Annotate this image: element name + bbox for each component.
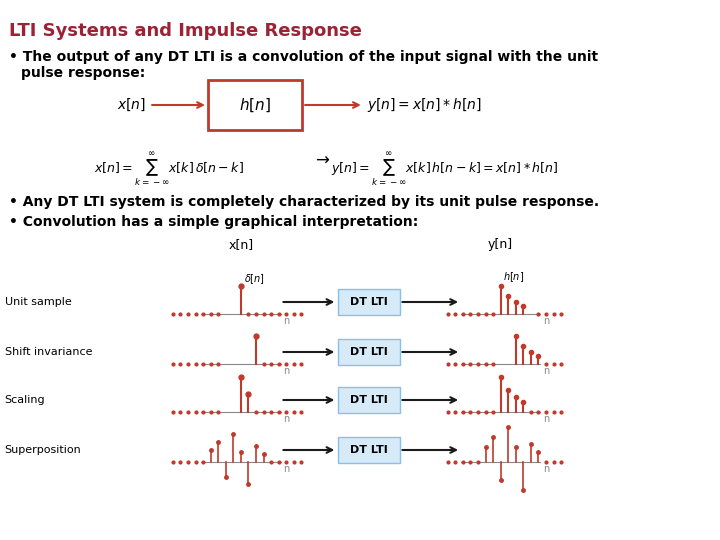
- Text: Scaling: Scaling: [5, 395, 45, 405]
- Text: n: n: [543, 366, 549, 376]
- Text: $\rightarrow$: $\rightarrow$: [312, 150, 330, 168]
- Text: $\delta[n]$: $\delta[n]$: [243, 272, 265, 286]
- Text: • The output of any DT LTI is a convolution of the input signal with the unit: • The output of any DT LTI is a convolut…: [9, 50, 598, 64]
- FancyBboxPatch shape: [338, 289, 400, 315]
- Text: n: n: [284, 316, 289, 326]
- Text: $y[n]=\sum_{k=-\infty}^{\infty} x[k]\,h[n-k]=x[n]*h[n]$: $y[n]=\sum_{k=-\infty}^{\infty} x[k]\,h[…: [330, 150, 558, 188]
- FancyBboxPatch shape: [338, 387, 400, 413]
- Text: n: n: [543, 316, 549, 326]
- Text: • Any DT LTI system is completely characterized by its unit pulse response.: • Any DT LTI system is completely charac…: [9, 195, 600, 209]
- Text: DT LTI: DT LTI: [349, 395, 387, 405]
- Text: Shift invariance: Shift invariance: [5, 347, 92, 357]
- Text: DT LTI: DT LTI: [349, 445, 387, 455]
- FancyBboxPatch shape: [208, 80, 302, 130]
- FancyBboxPatch shape: [338, 339, 400, 365]
- FancyBboxPatch shape: [338, 437, 400, 463]
- Text: DT LTI: DT LTI: [349, 347, 387, 357]
- Text: $x[n]=\sum_{k=-\infty}^{\infty} x[k]\,\delta[n-k]$: $x[n]=\sum_{k=-\infty}^{\infty} x[k]\,\d…: [94, 150, 244, 188]
- Text: y[n]: y[n]: [488, 238, 513, 251]
- Text: $y[n] = x[n]*h[n]$: $y[n] = x[n]*h[n]$: [366, 96, 481, 114]
- Text: $x[n]$: $x[n]$: [117, 97, 146, 113]
- Text: Unit sample: Unit sample: [5, 297, 71, 307]
- Text: DT LTI: DT LTI: [349, 297, 387, 307]
- Text: n: n: [543, 414, 549, 424]
- Text: $h[n]$: $h[n]$: [239, 96, 271, 114]
- Text: n: n: [284, 464, 289, 474]
- Text: n: n: [543, 464, 549, 474]
- Text: $h[n]$: $h[n]$: [503, 270, 525, 284]
- Text: x[n]: x[n]: [228, 238, 253, 251]
- Text: • Convolution has a simple graphical interpretation:: • Convolution has a simple graphical int…: [9, 215, 419, 229]
- Text: n: n: [284, 366, 289, 376]
- Text: n: n: [284, 414, 289, 424]
- Text: LTI Systems and Impulse Response: LTI Systems and Impulse Response: [9, 22, 362, 40]
- Text: Superposition: Superposition: [5, 445, 81, 455]
- Text: pulse response:: pulse response:: [21, 66, 145, 80]
